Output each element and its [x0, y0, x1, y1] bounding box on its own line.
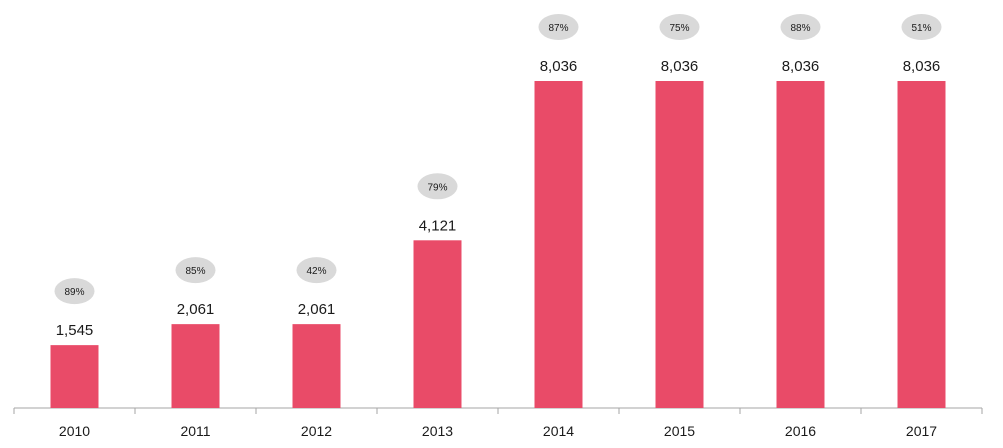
bar-2010 [50, 345, 99, 408]
x-tick-label-2015: 2015 [664, 423, 695, 439]
value-label-2015: 8,036 [661, 58, 699, 75]
x-tick-labels: 2010 2011 2012 2013 2014 2015 2016 2017 [59, 423, 937, 439]
bar-2017 [897, 81, 946, 408]
value-label-2014: 8,036 [540, 58, 578, 75]
percent-label-2010: 89% [64, 287, 84, 298]
bar-2011 [171, 324, 220, 408]
percent-bubble-2017 [901, 14, 942, 40]
percent-bubble-2014 [538, 14, 579, 40]
bar-2016 [776, 81, 825, 408]
percent-label-2017: 51% [911, 23, 931, 34]
value-label-2013: 4,121 [419, 217, 457, 234]
percent-bubble-2012 [296, 257, 337, 284]
percent-label-2013: 79% [427, 182, 447, 193]
x-tick-label-2012: 2012 [301, 423, 332, 439]
bars [50, 81, 946, 408]
x-tick-label-2013: 2013 [422, 423, 453, 439]
percent-bubble-2016 [780, 14, 821, 40]
value-label-2011: 2,061 [177, 301, 215, 318]
percent-bubble-2011 [175, 257, 216, 284]
percent-bubble-2013 [417, 173, 458, 200]
x-tick-label-2014: 2014 [543, 423, 574, 439]
bar-2014 [534, 81, 583, 408]
data-labels: 1,545 89% 2,061 85% 2,061 42% 4,121 79% 8,036 87%… [54, 14, 942, 339]
percent-label-2011: 85% [185, 266, 205, 277]
percent-label-2016: 88% [790, 23, 810, 34]
value-label-2016: 8,036 [782, 58, 820, 75]
bar-2013 [413, 240, 462, 408]
x-tick-label-2017: 2017 [906, 423, 937, 439]
value-label-2010: 1,545 [56, 322, 94, 339]
x-tick-label-2011: 2011 [180, 423, 210, 439]
percent-label-2012: 42% [306, 266, 326, 277]
bar-2015 [655, 81, 704, 408]
percent-bubble-2015 [659, 14, 700, 40]
value-label-2012: 2,061 [298, 301, 336, 318]
x-axis [13, 407, 983, 414]
value-label-2017: 8,036 [903, 58, 941, 75]
bar-2012 [292, 324, 341, 408]
percent-bubble-2010 [54, 278, 95, 305]
x-tick-label-2010: 2010 [59, 423, 90, 439]
x-tick-label-2016: 2016 [785, 423, 816, 439]
percent-label-2015: 75% [669, 23, 689, 34]
percent-label-2014: 87% [548, 23, 568, 34]
